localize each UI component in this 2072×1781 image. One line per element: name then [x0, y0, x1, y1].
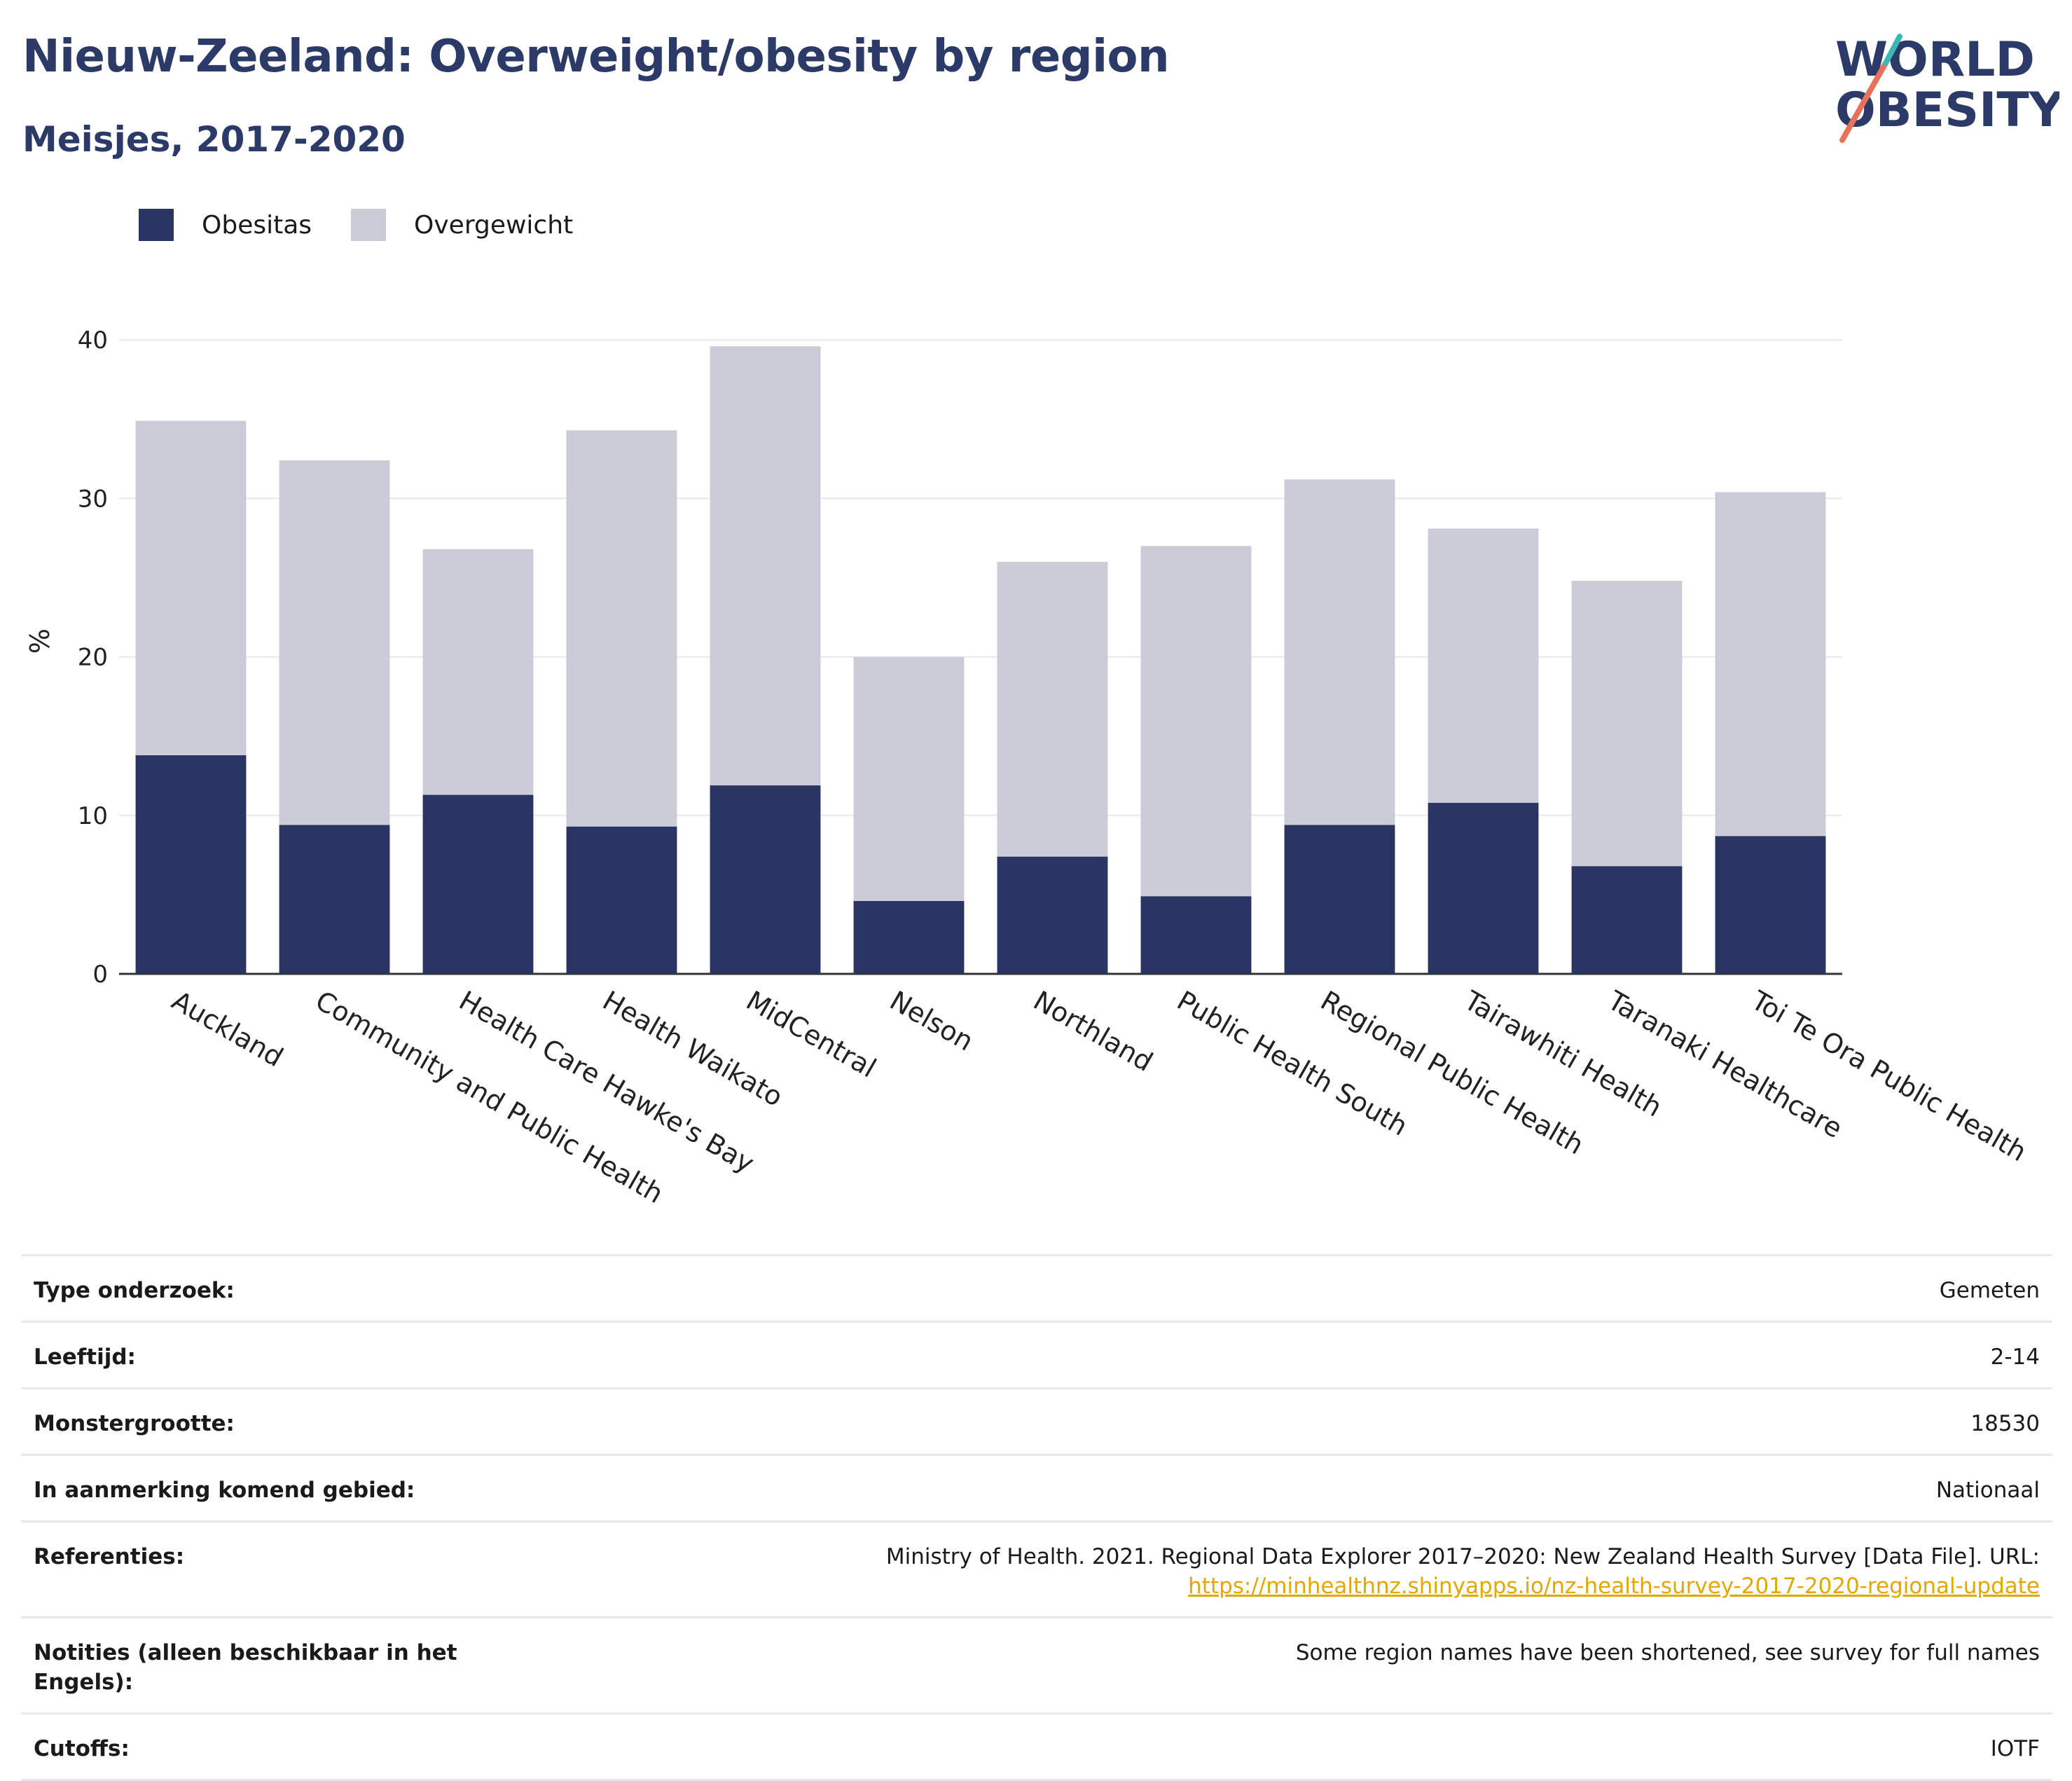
bar-obesitas [1715, 836, 1826, 974]
meta-row-survey-type: Type onderzoek: Gemeten [21, 1254, 2052, 1321]
chart-legend: Obesitas Overgewicht [139, 209, 612, 241]
legend-swatch-overgewicht [351, 209, 387, 241]
bar-obesitas [566, 826, 677, 974]
meta-key: Cutoffs: [34, 1736, 130, 1761]
meta-value: Nationaal [1935, 1478, 2040, 1503]
y-tick-label: 40 [78, 326, 108, 355]
bar-overgewicht [1428, 528, 1539, 803]
bar-overgewicht [1140, 546, 1252, 897]
y-tick-label: 30 [78, 485, 108, 513]
x-tick-label: Taranaki Healthcare [1602, 984, 1847, 1144]
meta-row-age: Leeftijd: 2-14 [21, 1321, 2052, 1387]
survey-details-table: Type onderzoek: Gemeten Leeftijd: 2-14 M… [21, 1254, 2052, 1781]
reference-link[interactable]: https://minhealthnz.shinyapps.io/nz-heal… [1188, 1574, 2040, 1599]
meta-value: IOTF [1990, 1736, 2040, 1761]
bar-overgewicht [422, 549, 534, 795]
bar-obesitas [135, 755, 247, 974]
legend-swatch-obesitas [139, 209, 174, 241]
bar-obesitas [1284, 825, 1395, 974]
bar-obesitas [1428, 802, 1539, 974]
meta-key: Monstergrootte: [34, 1411, 235, 1436]
bar-overgewicht [1715, 492, 1826, 837]
y-tick-label: 20 [78, 644, 108, 672]
bar-overgewicht [279, 460, 390, 825]
meta-key: Notities (alleen beschikbaar in het Enge… [34, 1640, 457, 1695]
bar-obesitas [997, 856, 1108, 974]
page-title: Nieuw-Zeeland: Overweight/obesity by reg… [22, 31, 1170, 83]
bar-overgewicht [135, 420, 247, 755]
meta-row-references: Referenties: Ministry of Health. 2021. R… [21, 1520, 2052, 1616]
meta-value: Gemeten [1939, 1278, 2040, 1303]
bar-obesitas [853, 900, 965, 974]
meta-row-cutoffs: Cutoffs: IOTF [21, 1712, 2052, 1781]
meta-value: Some region names have been shortened, s… [1295, 1640, 2040, 1665]
bar-obesitas [1140, 896, 1252, 974]
x-tick-label: Public Health South [1172, 985, 1413, 1142]
bar-overgewicht [853, 656, 965, 901]
legend-item-overgewicht: Overgewicht [351, 209, 573, 241]
bar-obesitas [279, 825, 390, 974]
meta-row-notes: Notities (alleen beschikbaar in het Enge… [21, 1616, 2052, 1712]
world-obesity-logo: WORLD OBESITY [1835, 32, 2059, 143]
legend-item-obesitas: Obesitas [139, 209, 312, 241]
meta-row-sample-size: Monstergrootte: 18530 [21, 1387, 2052, 1454]
meta-key: In aanmerking komend gebied: [34, 1478, 415, 1503]
y-tick-label: 10 [78, 802, 108, 830]
bar-overgewicht [1571, 581, 1683, 867]
svg-text:WORLD: WORLD [1835, 32, 2035, 88]
x-tick-label: Auckland [167, 985, 289, 1073]
bar-obesitas [422, 795, 534, 974]
reference-text: Ministry of Health. 2021. Regional Data … [885, 1544, 2040, 1569]
meta-key: Type onderzoek: [34, 1278, 235, 1303]
meta-row-area: In aanmerking komend gebied: Nationaal [21, 1454, 2052, 1520]
meta-key: Referenties: [34, 1544, 185, 1569]
meta-value: 2-14 [1990, 1345, 2040, 1370]
x-tick-label: MidCentral [741, 985, 881, 1084]
bar-obesitas [1571, 866, 1683, 974]
bar-overgewicht [710, 346, 821, 785]
bar-obesitas [710, 785, 821, 974]
y-axis-label: % [25, 628, 55, 654]
meta-value: 18530 [1970, 1411, 2040, 1436]
x-tick-label: Toi Te Ora Public Health [1746, 984, 2031, 1167]
bar-overgewicht [566, 430, 677, 827]
x-tick-label: Northland [1028, 985, 1158, 1078]
meta-key: Leeftijd: [34, 1345, 136, 1370]
y-tick-label: 0 [92, 961, 108, 989]
x-tick-label: Regional Public Health [1315, 985, 1589, 1161]
x-tick-label: Nelson [885, 985, 979, 1057]
bar-overgewicht [997, 561, 1108, 857]
legend-label-overgewicht: Overgewicht [414, 210, 574, 240]
bar-overgewicht [1284, 479, 1395, 825]
legend-label-obesitas: Obesitas [202, 210, 312, 240]
meta-value: Ministry of Health. 2021. Regional Data … [886, 1542, 2040, 1601]
page-subtitle: Meisjes, 2017-2020 [22, 119, 406, 160]
